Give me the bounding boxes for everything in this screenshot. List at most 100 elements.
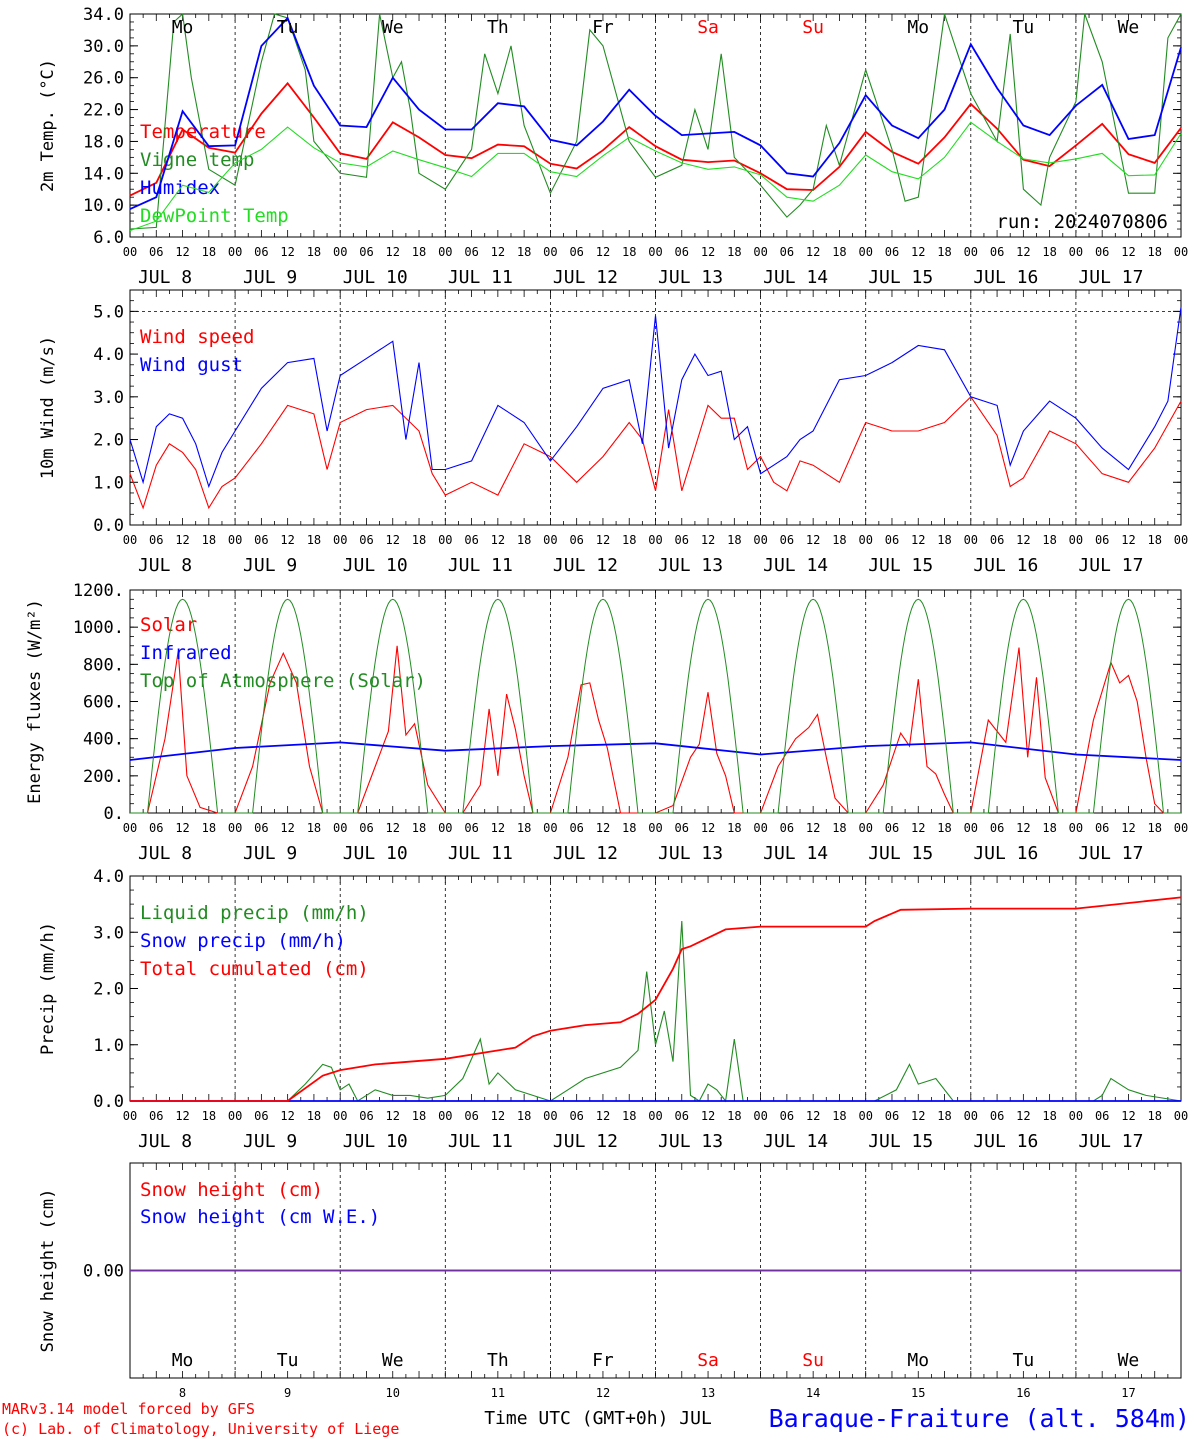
- panel-5: 0.00 Snow height (cm) Snow height (cm) Snow…: [38, 1162, 1182, 1379]
- hour-tick-label: 00: [964, 1109, 978, 1123]
- date-label: JUL 17: [1078, 555, 1143, 576]
- hour-tick-label: 18: [622, 533, 636, 547]
- series-line: [129, 307, 1182, 489]
- legend-entry: Snow precip (mm/h): [140, 930, 346, 952]
- date-label: JUL 10: [343, 555, 408, 576]
- y-tick-label: 1000.: [73, 618, 124, 638]
- y-tick-label: 0.: [104, 804, 124, 824]
- hour-tick-label: 06: [675, 821, 689, 835]
- hour-tick-label: 06: [254, 1109, 268, 1123]
- hour-tick-label: 00: [228, 1109, 242, 1123]
- hour-tick-label: 18: [1147, 245, 1161, 259]
- station-name: Baraque-Fraiture (alt. 584m): [769, 1404, 1190, 1433]
- hour-tick-label: 12: [280, 821, 294, 835]
- date-label: JUL 12: [553, 1131, 618, 1152]
- date-label: JUL 15: [868, 267, 933, 288]
- hour-tick-label: 00: [1069, 1109, 1083, 1123]
- hour-tick-label: 00: [858, 533, 872, 547]
- hour-tick-label: 12: [280, 245, 294, 259]
- hour-tick-label: 12: [491, 533, 505, 547]
- hour-tick-label: 12: [491, 821, 505, 835]
- hour-tick-label: 18: [202, 533, 216, 547]
- hour-tick-label: 06: [149, 821, 163, 835]
- hour-tick-label: 12: [280, 1109, 294, 1123]
- hour-tick-label: 06: [1095, 821, 1109, 835]
- date-label: JUL 16: [973, 267, 1038, 288]
- date-label: JUL 13: [658, 1131, 723, 1152]
- hour-tick-label: 18: [937, 245, 951, 259]
- day-name: Sa: [697, 17, 719, 38]
- hour-tick-label: 18: [727, 821, 741, 835]
- hour-tick-label: 18: [937, 821, 951, 835]
- hour-tick-label: 00: [228, 245, 242, 259]
- hour-tick-label: 18: [517, 245, 531, 259]
- hour-tick-label: 18: [412, 245, 426, 259]
- hour-tick-label: 00: [1174, 821, 1188, 835]
- hour-tick-label: 18: [622, 821, 636, 835]
- hour-tick-label: 06: [780, 245, 794, 259]
- hour-tick-label: 18: [202, 245, 216, 259]
- hour-tick-label: 06: [1095, 1109, 1109, 1123]
- hour-tick-label: 18: [832, 533, 846, 547]
- y-tick-label: 0.0: [93, 1092, 124, 1112]
- hour-tick-label: 12: [806, 1109, 820, 1123]
- date-label: JUL 14: [763, 843, 828, 864]
- hour-tick-label: 12: [175, 821, 189, 835]
- date-label: JUL 13: [658, 843, 723, 864]
- y-tick-label: 18.0: [83, 132, 124, 152]
- hour-tick-label: 12: [386, 1109, 400, 1123]
- hour-tick-label: 12: [491, 1109, 505, 1123]
- legend-entry: Wind speed: [140, 326, 254, 348]
- hour-tick-label: 00: [964, 533, 978, 547]
- hour-tick-label: 12: [596, 245, 610, 259]
- hour-tick-label: 06: [990, 1109, 1004, 1123]
- day-name: Tu: [1013, 1350, 1035, 1371]
- hour-tick-label: 00: [648, 533, 662, 547]
- hour-tick-label: 12: [596, 1109, 610, 1123]
- legend-entry: Liquid precip (mm/h): [140, 902, 369, 924]
- hour-tick-label: 18: [1147, 533, 1161, 547]
- legend-entry: Snow height (cm W.E.): [140, 1206, 380, 1228]
- hour-tick-label: 18: [832, 821, 846, 835]
- y-axis-label: Precip (mm/h): [38, 922, 58, 1055]
- date-label: JUL 8: [138, 843, 192, 864]
- hour-tick-label: 06: [885, 245, 899, 259]
- hour-tick-label: 06: [464, 1109, 478, 1123]
- y-axis-label: 2m Temp. (°C): [38, 59, 58, 192]
- date-label: JUL 14: [763, 1131, 828, 1152]
- hour-tick-label: 18: [937, 533, 951, 547]
- day-number: 9: [284, 1386, 291, 1400]
- day-name: We: [382, 17, 404, 38]
- date-label: JUL 13: [658, 267, 723, 288]
- y-tick-label: 3.0: [93, 388, 124, 408]
- hour-tick-label: 00: [438, 533, 452, 547]
- y-tick-label: 3.0: [93, 923, 124, 943]
- panel-3: 0. 200. 400. 600. 800. 1000. 1200. Energy fluxe…: [25, 581, 1188, 864]
- y-tick-label: 1.0: [93, 1036, 124, 1056]
- hour-tick-label: 06: [254, 245, 268, 259]
- hour-tick-label: 00: [333, 245, 347, 259]
- hour-tick-label: 18: [1147, 1109, 1161, 1123]
- hour-tick-label: 12: [806, 245, 820, 259]
- day-name: Fr: [592, 17, 614, 38]
- y-tick-label: 800.: [83, 655, 124, 675]
- y-tick-label: 400.: [83, 730, 124, 750]
- day-name: We: [1118, 17, 1140, 38]
- y-axis-label: Energy fluxes (W/m²): [25, 599, 45, 804]
- hour-tick-label: 12: [806, 821, 820, 835]
- legend-entry: Top of Atmosphere (Solar): [140, 670, 426, 692]
- legend-entry: Vigne temp: [140, 149, 254, 171]
- hour-tick-label: 06: [780, 533, 794, 547]
- hour-tick-label: 00: [964, 245, 978, 259]
- y-tick-label: 1.0: [93, 473, 124, 493]
- hour-tick-label: 06: [464, 245, 478, 259]
- y-tick-label: 34.0: [83, 5, 124, 25]
- hour-tick-label: 06: [149, 533, 163, 547]
- hour-tick-label: 00: [228, 821, 242, 835]
- hour-tick-label: 00: [438, 1109, 452, 1123]
- date-label: JUL 8: [138, 555, 192, 576]
- y-tick-label: 1200.: [73, 581, 124, 601]
- hour-tick-label: 18: [1042, 1109, 1056, 1123]
- hour-tick-label: 12: [1016, 821, 1030, 835]
- y-tick-label: 2.0: [93, 980, 124, 1000]
